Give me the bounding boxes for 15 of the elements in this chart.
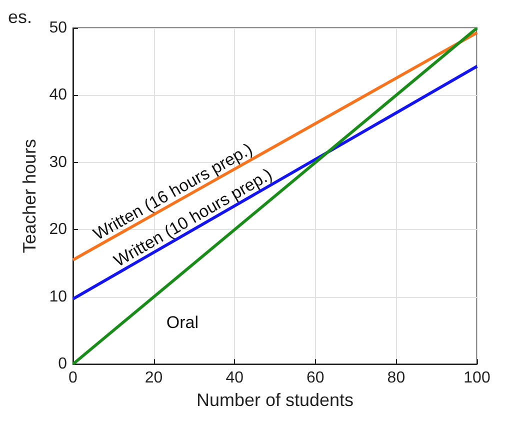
text: es.	[8, 7, 32, 27]
series-label: Oral	[166, 312, 199, 332]
y-tick-label: 40	[49, 86, 68, 104]
x-tick-label: 60	[306, 370, 324, 387]
x-tick-label: 100	[464, 370, 490, 387]
y-tick-label: 30	[49, 154, 68, 171]
x-tick-label: 40	[226, 370, 244, 387]
x-tick-label: 80	[387, 370, 406, 387]
x-axis-title: Number of students	[196, 390, 354, 410]
y-tick-label: 20	[49, 221, 68, 238]
y-axis-title: Teacher hours	[19, 139, 40, 254]
y-tick-label: 10	[49, 288, 68, 306]
y-tick-label: 50	[49, 20, 68, 36]
y-tick-label: 0	[58, 356, 68, 373]
x-tick-label: 20	[144, 370, 163, 387]
